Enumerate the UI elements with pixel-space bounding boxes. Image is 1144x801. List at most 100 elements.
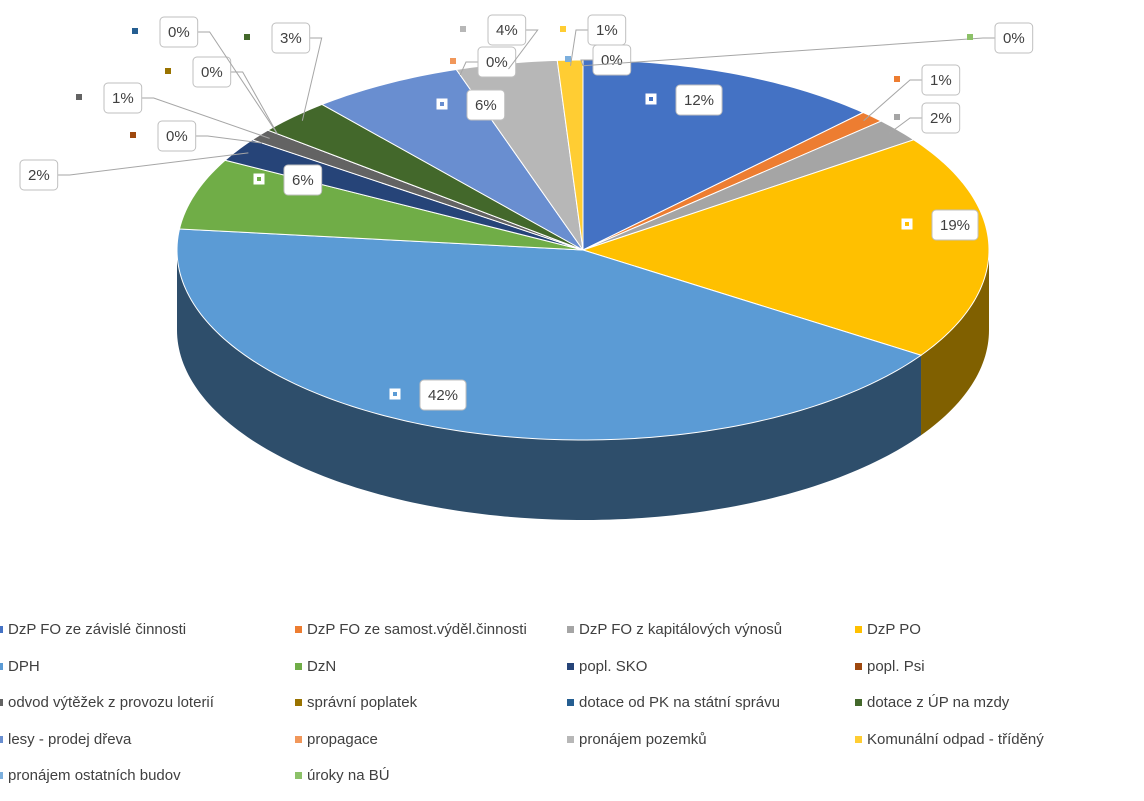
leader-line — [141, 97, 270, 139]
slice — [581, 139, 990, 356]
legend-key — [567, 736, 574, 743]
data-label-box — [921, 64, 961, 96]
legend-label: DzN — [307, 658, 336, 675]
label-key-inner — [393, 392, 397, 396]
data-label-text: 6% — [292, 172, 314, 189]
leader-line — [582, 37, 995, 67]
data-label-box — [994, 22, 1034, 54]
leader-line — [197, 31, 278, 135]
data-label-box — [271, 22, 311, 54]
legend-key — [295, 736, 302, 743]
data-label: 6% — [436, 89, 506, 121]
leader-line — [570, 29, 588, 66]
data-label-text: 0% — [168, 24, 190, 41]
legend-key — [855, 699, 862, 706]
data-label: 2% — [894, 102, 961, 134]
data-label-text: 0% — [1003, 30, 1025, 47]
data-label-text: 1% — [596, 22, 618, 39]
data-label-box — [675, 84, 723, 116]
leader-line — [459, 61, 478, 76]
data-label: 4% — [460, 14, 527, 46]
legend-label: lesy - prodej dřeva — [8, 731, 132, 748]
legend-key — [0, 699, 3, 706]
label-key-inner — [257, 177, 261, 181]
legend-key — [855, 663, 862, 670]
leader-line — [863, 79, 922, 122]
data-label-box — [931, 209, 979, 241]
label-key — [460, 26, 466, 32]
data-label-text: 0% — [201, 64, 223, 81]
legend-key — [0, 736, 3, 743]
leader-line — [888, 117, 922, 135]
legend-label: dotace od PK na státní správu — [579, 694, 780, 711]
leader-line — [301, 37, 323, 121]
data-label-box — [157, 120, 197, 152]
legend-label: propagace — [307, 731, 378, 748]
legend-key — [295, 663, 302, 670]
leader-line — [580, 59, 593, 66]
label-key — [967, 34, 973, 40]
data-label: 2% — [19, 159, 59, 191]
data-label-text: 2% — [930, 110, 952, 127]
leader-line — [230, 71, 278, 135]
legend-label: dotace z ÚP na mzdy — [867, 694, 1010, 711]
legend-label: pronájem ostatních budov — [8, 767, 181, 784]
data-label: 0% — [450, 46, 517, 78]
label-key — [132, 28, 138, 34]
data-label-box — [159, 16, 199, 48]
data-label-text: 3% — [280, 30, 302, 47]
data-label: 0% — [565, 44, 632, 76]
data-label-text: 0% — [166, 128, 188, 145]
legend-label: správní poplatek — [307, 694, 418, 711]
data-label: 6% — [253, 164, 323, 196]
data-label: 0% — [130, 120, 197, 152]
data-label-text: 19% — [940, 217, 970, 234]
slice-side — [921, 250, 989, 436]
data-label-box — [192, 56, 232, 88]
leader-line — [195, 135, 263, 144]
data-label: 1% — [76, 82, 143, 114]
data-label: 0% — [132, 16, 199, 48]
legend-label: úroky na BÚ — [307, 767, 390, 784]
legend-label: DzP FO z kapitálových výnosů — [579, 621, 782, 638]
data-label-box — [466, 89, 506, 121]
slice — [176, 228, 923, 441]
label-key — [165, 68, 171, 74]
legend-label: DzP FO ze samost.výděl.činnosti — [307, 621, 527, 638]
data-label-text: 12% — [684, 92, 714, 109]
slice — [320, 68, 584, 251]
label-key — [565, 56, 571, 62]
data-label: 0% — [967, 22, 1034, 54]
legend-label: pronájem pozemků — [579, 731, 707, 748]
data-label: 1% — [894, 64, 961, 96]
data-label: 19% — [901, 209, 979, 241]
data-label: 3% — [244, 22, 311, 54]
legend-key — [855, 626, 862, 633]
legend-label: odvod výtěžek z provozu loterií — [8, 694, 215, 711]
label-key-inner — [905, 222, 909, 226]
label-key — [76, 94, 82, 100]
data-label-text: 1% — [930, 72, 952, 89]
data-label-box — [592, 44, 632, 76]
data-label-box — [419, 379, 467, 411]
legend-label: popl. Psi — [867, 658, 925, 675]
label-key-inner — [649, 97, 653, 101]
legend-key — [295, 772, 302, 779]
data-label: 12% — [645, 84, 723, 116]
legend-label: DzP FO ze závislé činnosti — [8, 621, 186, 638]
data-label-box — [103, 82, 143, 114]
leader-line — [508, 29, 539, 70]
legend-key — [295, 626, 302, 633]
slice — [582, 120, 915, 251]
legend-key — [567, 663, 574, 670]
data-label-text: 0% — [486, 54, 508, 71]
data-label-text: 6% — [475, 97, 497, 114]
label-key — [560, 26, 566, 32]
label-key-inner — [440, 102, 444, 106]
data-label: 0% — [165, 56, 232, 88]
label-key — [894, 114, 900, 120]
legend-key — [0, 626, 3, 633]
slice — [178, 159, 584, 251]
data-label-text: 0% — [601, 52, 623, 69]
